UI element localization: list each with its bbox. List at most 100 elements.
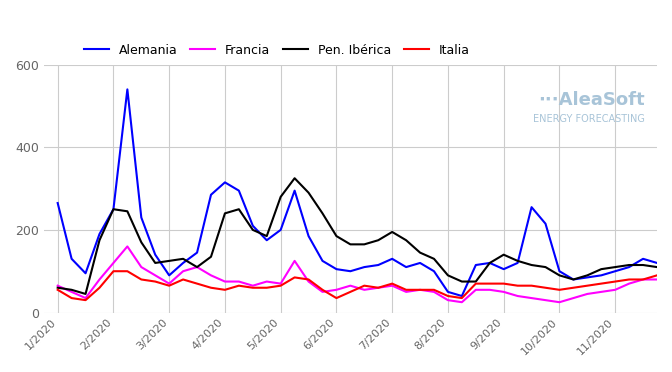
- Francia: [110, 261, 118, 265]
- Pen. Ibérica: [500, 253, 508, 257]
- Pen. Ibérica: [137, 240, 145, 244]
- Pen. Ibérica: [346, 242, 354, 247]
- Pen. Ibérica: [165, 259, 173, 263]
- Italia: [151, 279, 159, 284]
- Pen. Ibérica: [360, 242, 368, 247]
- Italia: [430, 288, 438, 292]
- Alemania: [68, 257, 76, 261]
- Francia: [124, 244, 132, 248]
- Francia: [235, 279, 243, 284]
- Pen. Ibérica: [458, 279, 466, 284]
- Italia: [95, 286, 103, 290]
- Italia: [179, 277, 187, 282]
- Alemania: [542, 221, 550, 226]
- Italia: [653, 273, 661, 278]
- Text: ENERGY FORECASTING: ENERGY FORECASTING: [533, 114, 644, 124]
- Francia: [430, 290, 438, 294]
- Italia: [444, 294, 452, 298]
- Pen. Ibérica: [388, 230, 396, 234]
- Italia: [346, 290, 354, 294]
- Francia: [360, 288, 368, 292]
- Alemania: [110, 207, 118, 211]
- Italia: [639, 277, 647, 282]
- Alemania: [653, 261, 661, 265]
- Alemania: [430, 269, 438, 273]
- Italia: [472, 281, 480, 286]
- Pen. Ibérica: [416, 250, 424, 255]
- Francia: [68, 290, 76, 294]
- Pen. Ibérica: [639, 263, 647, 267]
- Italia: [555, 288, 563, 292]
- Alemania: [416, 261, 424, 265]
- Pen. Ibérica: [81, 292, 89, 296]
- Italia: [68, 296, 76, 300]
- Francia: [221, 279, 229, 284]
- Pen. Ibérica: [528, 263, 536, 267]
- Italia: [124, 269, 132, 273]
- Francia: [625, 281, 633, 286]
- Pen. Ibérica: [207, 254, 215, 259]
- Alemania: [165, 273, 173, 278]
- Alemania: [346, 269, 354, 273]
- Francia: [333, 288, 341, 292]
- Alemania: [235, 188, 243, 193]
- Pen. Ibérica: [513, 259, 521, 263]
- Alemania: [625, 265, 633, 269]
- Italia: [221, 288, 229, 292]
- Alemania: [639, 257, 647, 261]
- Francia: [653, 277, 661, 282]
- Francia: [528, 296, 536, 300]
- Alemania: [555, 269, 563, 273]
- Italia: [277, 283, 285, 288]
- Alemania: [388, 257, 396, 261]
- Pen. Ibérica: [569, 277, 577, 282]
- Italia: [458, 296, 466, 300]
- Italia: [597, 281, 605, 286]
- Italia: [165, 283, 173, 288]
- Alemania: [151, 253, 159, 257]
- Alemania: [500, 267, 508, 272]
- Alemania: [374, 263, 382, 267]
- Pen. Ibérica: [583, 273, 591, 278]
- Alemania: [402, 265, 410, 269]
- Pen. Ibérica: [319, 211, 327, 216]
- Italia: [290, 275, 298, 280]
- Francia: [416, 288, 424, 292]
- Francia: [611, 288, 619, 292]
- Italia: [486, 281, 494, 286]
- Francia: [639, 277, 647, 282]
- Alemania: [304, 234, 312, 238]
- Francia: [290, 259, 298, 263]
- Pen. Ibérica: [193, 265, 201, 269]
- Italia: [110, 269, 118, 273]
- Francia: [555, 300, 563, 304]
- Pen. Ibérica: [290, 176, 298, 180]
- Pen. Ibérica: [486, 261, 494, 265]
- Italia: [513, 283, 521, 288]
- Francia: [165, 281, 173, 286]
- Alemania: [179, 261, 187, 265]
- Pen. Ibérica: [374, 238, 382, 243]
- Italia: [81, 298, 89, 302]
- Francia: [249, 283, 257, 288]
- Francia: [583, 292, 591, 296]
- Pen. Ibérica: [597, 267, 605, 272]
- Alemania: [360, 265, 368, 269]
- Pen. Ibérica: [653, 265, 661, 269]
- Alemania: [333, 267, 341, 272]
- Italia: [333, 296, 341, 300]
- Italia: [500, 281, 508, 286]
- Italia: [235, 283, 243, 288]
- Italia: [193, 281, 201, 286]
- Alemania: [137, 215, 145, 220]
- Italia: [569, 286, 577, 290]
- Francia: [54, 283, 62, 288]
- Francia: [81, 296, 89, 300]
- Italia: [360, 283, 368, 288]
- Pen. Ibérica: [333, 234, 341, 238]
- Francia: [458, 300, 466, 304]
- Alemania: [528, 205, 536, 209]
- Alemania: [54, 201, 62, 205]
- Pen. Ibérica: [402, 238, 410, 243]
- Italia: [542, 286, 550, 290]
